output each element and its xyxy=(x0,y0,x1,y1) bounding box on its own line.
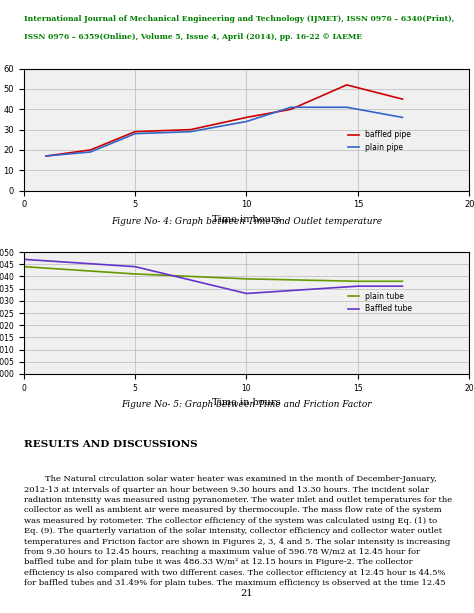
Legend: plain tube, Baffled tube: plain tube, Baffled tube xyxy=(345,289,415,316)
Text: Figure No- 5: Graph between Time and Friction Factor: Figure No- 5: Graph between Time and Fri… xyxy=(121,400,372,409)
X-axis label: Time in hours: Time in hours xyxy=(212,215,281,224)
X-axis label: Time in hours: Time in hours xyxy=(212,398,281,407)
Text: Figure No- 4: Graph between Time and Outlet temperature: Figure No- 4: Graph between Time and Out… xyxy=(111,217,382,226)
Text: The Natural circulation solar water heater was examined in the month of December: The Natural circulation solar water heat… xyxy=(24,475,452,587)
Legend: baffled pipe, plain pipe: baffled pipe, plain pipe xyxy=(345,127,414,155)
Text: RESULTS AND DISCUSSIONS: RESULTS AND DISCUSSIONS xyxy=(24,440,197,449)
Text: 21: 21 xyxy=(240,590,253,598)
Text: ISSN 0976 – 6359(Online), Volume 5, Issue 4, April (2014), pp. 16-22 © IAEME: ISSN 0976 – 6359(Online), Volume 5, Issu… xyxy=(24,32,362,40)
Text: International Journal of Mechanical Engineering and Technology (IJMET), ISSN 097: International Journal of Mechanical Engi… xyxy=(24,15,454,23)
